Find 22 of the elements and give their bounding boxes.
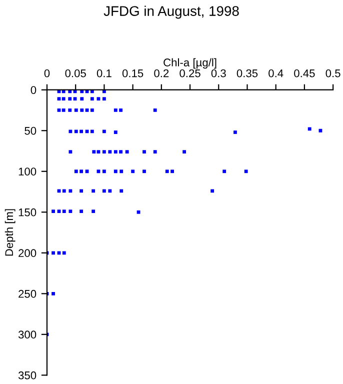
y-tick-label: 300: [18, 330, 36, 339]
x-tick-label: 0.1: [96, 69, 112, 78]
y-tick-label: 350: [18, 371, 36, 380]
y-tick-label: 150: [18, 208, 36, 216]
x-tick-label: 0.45: [294, 69, 315, 78]
x-axis-title: Chl-a [µg/l]: [164, 58, 216, 69]
y-tick-label: 50: [24, 126, 36, 135]
y-tick-label: 250: [18, 290, 36, 298]
x-tick-label: 0.4: [268, 69, 284, 78]
y-axis-title: Depth [m]: [4, 209, 16, 256]
y-tick-label: 0: [30, 86, 36, 94]
y-tick-label: 100: [18, 168, 36, 176]
x-tick-label: 0.05: [65, 69, 86, 78]
x-tick-label: 0.35: [236, 69, 258, 78]
x-tick-label: 0.5: [326, 69, 340, 78]
x-tick-label: 0.15: [122, 69, 144, 78]
x-tick-label: 0.2: [154, 69, 169, 78]
x-tick-label: 0.25: [180, 69, 200, 78]
x-tick-label: 0.3: [211, 69, 226, 78]
chart-title: JFDG in August, 1998: [104, 6, 239, 19]
x-tick-label: 0: [44, 69, 50, 78]
y-tick-label: 200: [18, 249, 36, 258]
